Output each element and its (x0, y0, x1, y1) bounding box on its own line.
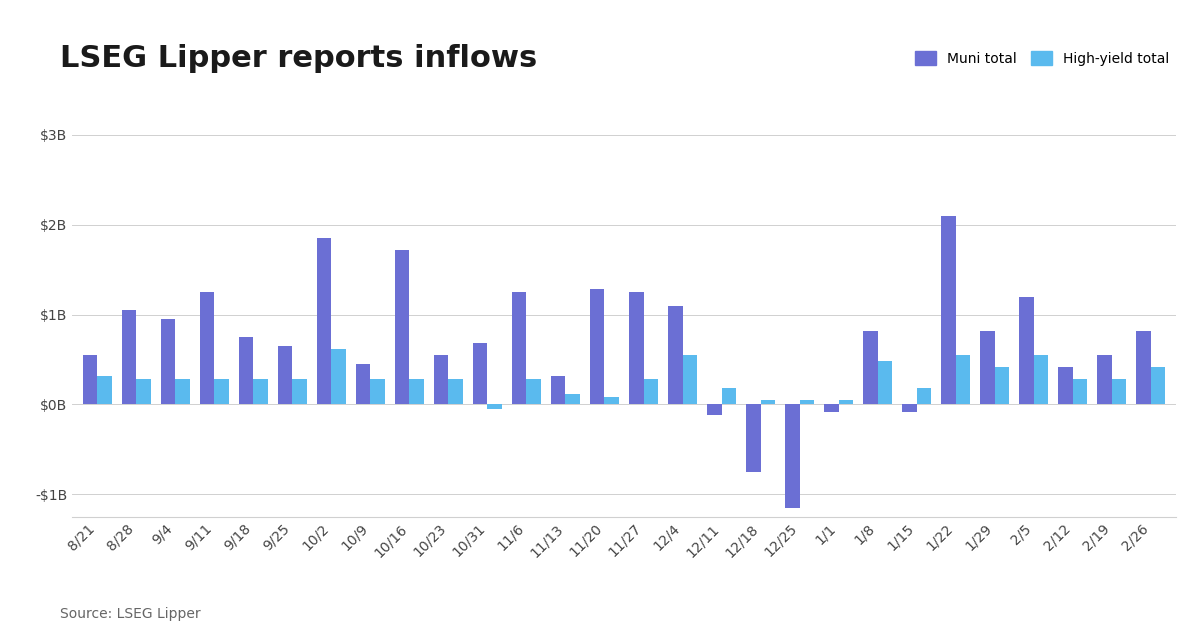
Bar (293, 379, 307, 404)
Bar (355, 364, 371, 404)
Bar (863, 331, 877, 404)
Bar (683, 355, 697, 404)
Bar (823, 404, 839, 411)
Bar (667, 306, 683, 404)
Bar (995, 367, 1009, 404)
Bar (371, 379, 385, 404)
Bar (473, 343, 487, 404)
Bar (1073, 379, 1087, 404)
Bar (317, 238, 331, 404)
Bar (137, 379, 151, 404)
Bar (979, 331, 995, 404)
Bar (643, 379, 659, 404)
Bar (721, 388, 737, 404)
Bar (97, 375, 112, 404)
Bar (487, 404, 503, 409)
Bar (253, 379, 269, 404)
Bar (175, 379, 191, 404)
Bar (745, 404, 761, 472)
Bar (1057, 367, 1073, 404)
Bar (761, 400, 775, 404)
Bar (239, 337, 253, 404)
Bar (199, 292, 215, 404)
Bar (1019, 297, 1033, 404)
Bar (551, 375, 565, 404)
Bar (955, 355, 971, 404)
Bar (877, 361, 893, 404)
Bar (331, 348, 347, 404)
Bar (161, 319, 175, 404)
Bar (433, 355, 449, 404)
Bar (707, 404, 721, 415)
Bar (121, 310, 137, 404)
Bar (839, 400, 853, 404)
Bar (215, 379, 229, 404)
Bar (511, 292, 527, 404)
Bar (589, 289, 605, 404)
Bar (941, 216, 955, 404)
Bar (799, 400, 815, 404)
Bar (901, 404, 917, 411)
Bar (277, 346, 293, 404)
Bar (1097, 355, 1111, 404)
Text: Source: LSEG Lipper: Source: LSEG Lipper (60, 607, 200, 621)
Bar (605, 397, 619, 404)
Bar (409, 379, 425, 404)
Text: LSEG Lipper reports inflows: LSEG Lipper reports inflows (60, 44, 538, 73)
Bar (395, 250, 409, 404)
Bar (1151, 367, 1165, 404)
Bar (83, 355, 97, 404)
Bar (917, 388, 931, 404)
Bar (785, 404, 799, 508)
Bar (629, 292, 643, 404)
Bar (527, 379, 541, 404)
Bar (565, 394, 581, 404)
Bar (1136, 331, 1151, 404)
Bar (1033, 355, 1049, 404)
Legend: Muni total, High-yield total: Muni total, High-yield total (916, 51, 1169, 66)
Bar (449, 379, 463, 404)
Bar (1111, 379, 1127, 404)
